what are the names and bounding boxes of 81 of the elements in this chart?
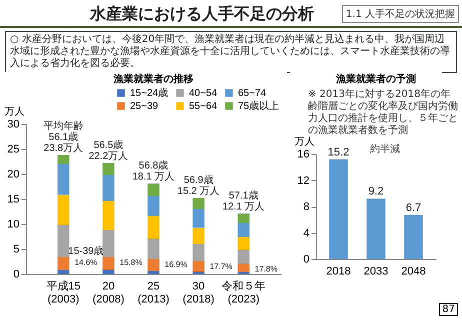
bar [148,196,160,216]
bar [58,257,70,270]
bar [58,155,70,164]
bar [102,174,114,201]
legend-label: 65~74 [238,88,267,99]
x-tick-label: 30 (2018) [182,280,214,306]
chart-title: 漁業就業者の予測 [335,73,416,85]
y-tick-label: 8 [303,201,310,213]
bar [148,184,160,196]
y-tick-label: 4 [303,227,310,240]
annotation: 56.9歳 15.2 万人 [177,174,220,197]
bar [148,216,160,238]
bar [58,224,70,257]
annotation: 約半減 [370,144,400,156]
annotation: 57.1歳 12.1 万人 [222,190,265,212]
annotation: 17.7% [210,262,232,271]
bar [238,222,250,237]
annotation: 15-39歳 [68,245,104,257]
legend-label: 40~54 [189,88,218,99]
bar [329,159,348,259]
x-tick-label: 平成15 (2003) [46,280,81,306]
bar [148,259,160,271]
bar [366,198,386,259]
annotation: 17.8% [254,264,278,274]
annotation: 15.8% [120,258,142,267]
y-axis-title: 万人 [4,106,24,118]
bar [238,237,250,250]
y-tick-label: 30 [7,118,20,130]
y-tick-label: 0 [303,254,310,266]
bar [238,250,250,264]
x-tick-label: 25 (2013) [138,280,170,306]
legend-label: 55~64 [189,101,218,112]
bar [148,271,160,274]
y-tick-label: 15 [7,194,20,206]
bar [192,244,204,261]
annotation: 56.8歳 18.1 万人 [132,160,175,182]
bar [238,214,250,222]
data-label: 6.7 [406,202,422,214]
annotation: 14.6% [74,258,98,267]
bar [58,270,70,274]
chart-title: 漁業就業者の推移 [112,73,194,85]
annotation: 平均年齢 56.1歳 23.8万人 [43,120,84,154]
bar [192,261,204,272]
x-tick-label: 令和５年 (2023) [222,280,266,306]
annotation: 16.9% [164,260,188,269]
bar [102,270,114,274]
bar [58,164,70,194]
text: ※ 2013年に対する2018年の年齢階層ごとの変化率及び国内労働力人口の推計を使用し、５年ごとの漁業就業者数を予測 [308,89,458,136]
bar [192,228,204,244]
annotation: 56.5歳 22.2万人 [88,139,128,162]
y-tick-label: 5 [13,244,20,256]
bar [102,163,114,174]
bar [192,208,204,228]
y-tick-label: 25 [7,144,20,156]
bar [192,198,204,208]
bar [404,215,423,259]
text: 1.1 人手不足の状況把握 [342,5,459,23]
x-tick-label: 2048 [401,266,426,278]
bar [148,238,160,259]
bar [102,230,114,257]
bar [102,201,114,230]
legend-label: 75歳以上 [238,100,280,112]
x-tick-label: 20 (2008) [92,280,124,306]
text: 87 [439,303,458,316]
y-tick-label: 20 [7,168,20,180]
legend-label: 15~24歳 [130,87,168,99]
bar [238,264,250,272]
text: ○ 水産分野においては、今後20年間で、漁業就業者は現在の約半減と見込まれる中、我が国周辺水域に形成された豊かな漁場や水産資源を十全に活用していくためには、スマート水産業技術の導入による省力化を図る必要。 [5,31,457,73]
data-label: 9.2 [368,186,384,198]
text: 水産業における人手不足の分析 [90,4,314,25]
y-tick-label: 16 [297,148,310,160]
y-tick-label: 12 [297,174,310,187]
y-axis-title: 万人 [294,136,314,148]
bar [58,194,70,224]
x-tick-label: 2033 [364,266,388,278]
x-tick-label: 2018 [326,266,351,278]
data-label: 15.2 [328,146,350,158]
y-tick-label: 10 [7,218,20,230]
legend-label: 25~39 [130,101,159,112]
y-tick-label: 0 [13,268,20,280]
bar [102,257,114,270]
